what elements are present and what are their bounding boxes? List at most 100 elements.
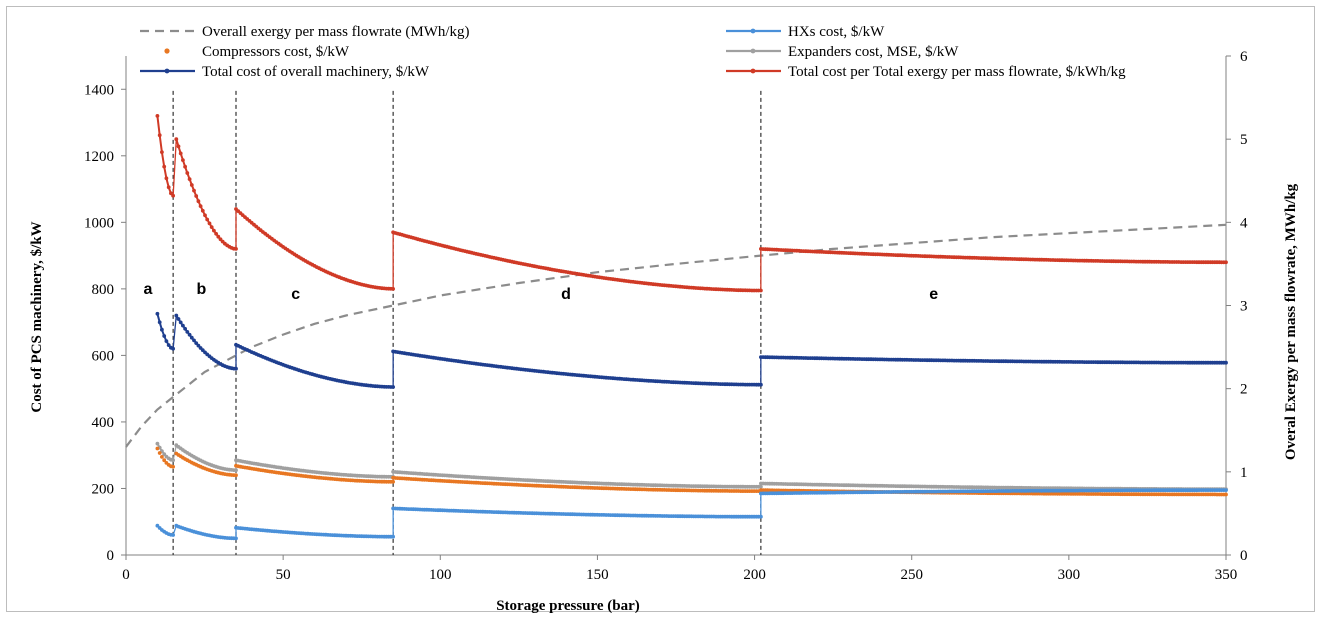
series-total-per-exergy-point [209,225,214,230]
series-total-per-exergy-point [198,204,203,209]
series-total-per-exergy-point [162,164,167,169]
series-total-machinery-point [155,311,160,316]
series-total-per-exergy-line [235,208,394,290]
series-total-machinery-point [183,326,188,331]
series-total-per-exergy-point [164,176,169,181]
series-total-machinery-jump [172,315,177,349]
y-left-tick-label: 1200 [84,149,114,165]
series-total-per-exergy-point [214,231,219,236]
axes: 0 50 100 150 200 250 300 3500200400600800100012… [84,49,1248,583]
x-tick-label: 350 [1215,567,1238,583]
series-total-per-exergy-point [205,217,210,222]
y-right-tick-label: 5 [1240,132,1248,148]
series-total-per-exergy-point [160,150,164,155]
series-total-machinery-point [185,330,190,334]
series-total-per-exergy-point [207,221,212,226]
series-compressors-point [157,451,162,455]
series-total-machinery-point [187,332,192,337]
legend-label: HXs cost, $/kW [788,24,885,40]
series-total-per-exergy-point [157,133,162,138]
series-total-per-exergy-point [174,137,179,142]
series-total-per-exergy-line [156,115,174,197]
y-right-tick-label: 1 [1240,465,1248,481]
region-labels: a b c d e [144,281,939,303]
y-right-tick-label: 2 [1240,382,1248,398]
chart-frame: 0 50 100 150 200 250 300 350 0 200 400 600 800 1000 12… [6,6,1315,613]
series-total-per-exergy-point [216,234,221,239]
region-label-e: e [929,286,938,303]
series-total-per-exergy-point [196,199,201,204]
series-total-machinery-point [194,341,199,345]
legend: Overall exergy per mass flowrate (MWh/kg… [140,24,1126,80]
series-total-per-exergy-point [391,287,395,291]
series-total-per-exergy-point [192,188,196,193]
x-tick-label: 200 [743,567,766,583]
series-total-machinery-point [192,338,196,343]
legend-swatch-marker [750,68,756,74]
series-total-per-exergy-point [203,213,207,218]
series-total-per-exergy-line [392,231,761,292]
series-total-machinery-point [176,317,181,321]
series-total-per-exergy-point [200,208,205,213]
series-expanders-point [155,441,160,446]
legend-item: Total cost per Total exergy per mass flo… [726,64,1126,80]
plot-area [125,114,1228,541]
y-axis-left-title: Cost of PCS machinery, $/kW [29,221,45,412]
combo-line-chart: 0 50 100 150 200 250 300 3500200400600800100012… [29,24,1299,613]
legend-item: Total cost of overall machinery, $/kW [140,64,430,80]
series-compressors-point [171,464,176,469]
region-label-b: b [197,281,207,298]
x-axis-title: Storage pressure (bar) [496,598,640,613]
series-total-per-exergy-point [169,191,173,196]
x-tick-label: 300 [1058,567,1081,583]
legend-label: Expanders cost, MSE, $/kW [788,44,959,60]
y-right-tick-label: 3 [1240,299,1248,315]
legend-swatch-marker [164,68,170,74]
series-total-per-exergy-point [187,177,192,182]
series-total-per-exergy-point [181,158,185,163]
series-total-per-exergy-point [155,114,160,118]
legend-swatch [164,48,170,54]
legend-label: Total cost per Total exergy per mass flo… [788,64,1126,80]
x-tick-label: 250 [900,567,923,583]
series-expanders-point [234,468,238,473]
series-total-machinery-point [181,323,185,328]
y-axis-right-title: Overal Exergy per mass flowrate, MWh/kg [1283,183,1299,460]
series-total-machinery-line [175,314,237,370]
x-tick-label: 100 [429,567,452,583]
series-total-per-exergy-point [166,185,171,190]
series-total-per-exergy-point [183,164,188,169]
series-total-machinery-line [235,343,394,388]
y-left-tick-label: 600 [92,348,115,364]
y-right-tick-label: 0 [1240,548,1248,564]
series-compressors-point [391,479,395,484]
legend-label: Total cost of overall machinery, $/kW [202,64,430,80]
series-total-machinery-point [157,320,162,325]
series-total-machinery-line [156,313,174,350]
series-hxs-point [1224,488,1228,492]
series-total-per-exergy-point [1224,260,1228,265]
series-total-machinery-point [759,382,763,387]
series-total-per-exergy-jump [172,139,177,196]
series-total-per-exergy-point [176,144,181,149]
legend-swatch-marker [750,28,756,34]
series-total-per-exergy-point [185,171,190,175]
region-label-d: d [561,286,571,303]
series-total-per-exergy-point [194,194,199,198]
legend-label: Overall exergy per mass flowrate (MWh/kg… [202,24,470,40]
y-right-tick-label: 4 [1240,215,1248,231]
series-compressors-point [160,455,164,459]
series-hxs-point [155,523,160,528]
series-total-machinery-point [1224,360,1228,365]
series-total-machinery-point [174,313,179,318]
x-tick-label: 50 [276,567,291,583]
legend-item: Overall exergy per mass flowrate (MWh/kg… [140,24,470,40]
y-right-tick-label: 6 [1240,49,1248,65]
series-total-machinery-point [196,343,201,348]
y-left-tick-label: 1000 [84,215,114,231]
series-compressors-point [162,458,167,463]
legend-item: Expanders cost, MSE, $/kW [726,44,959,60]
series-compressors-point [234,473,238,478]
legend-item: HXs cost, $/kW [726,24,885,40]
series-total-machinery-point [164,339,169,343]
